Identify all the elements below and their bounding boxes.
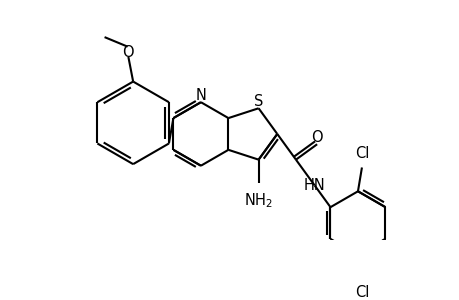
- Text: Cl: Cl: [354, 285, 368, 300]
- Text: Cl: Cl: [354, 146, 368, 161]
- Text: N: N: [195, 88, 206, 104]
- Text: O: O: [311, 130, 322, 146]
- Text: NH$_2$: NH$_2$: [244, 191, 273, 210]
- Text: S: S: [253, 94, 263, 110]
- Text: HN: HN: [303, 178, 325, 193]
- Text: O: O: [122, 46, 134, 61]
